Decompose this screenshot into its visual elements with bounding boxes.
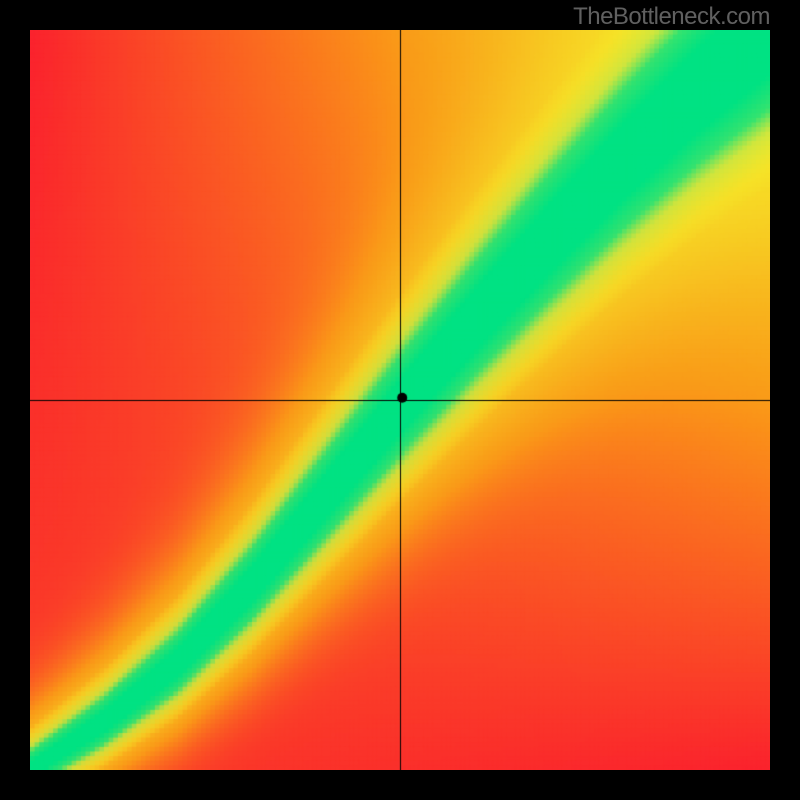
watermark-text: TheBottleneck.com: [573, 3, 770, 31]
heatmap-canvas: [30, 30, 770, 770]
heatmap-plot: [30, 30, 770, 770]
